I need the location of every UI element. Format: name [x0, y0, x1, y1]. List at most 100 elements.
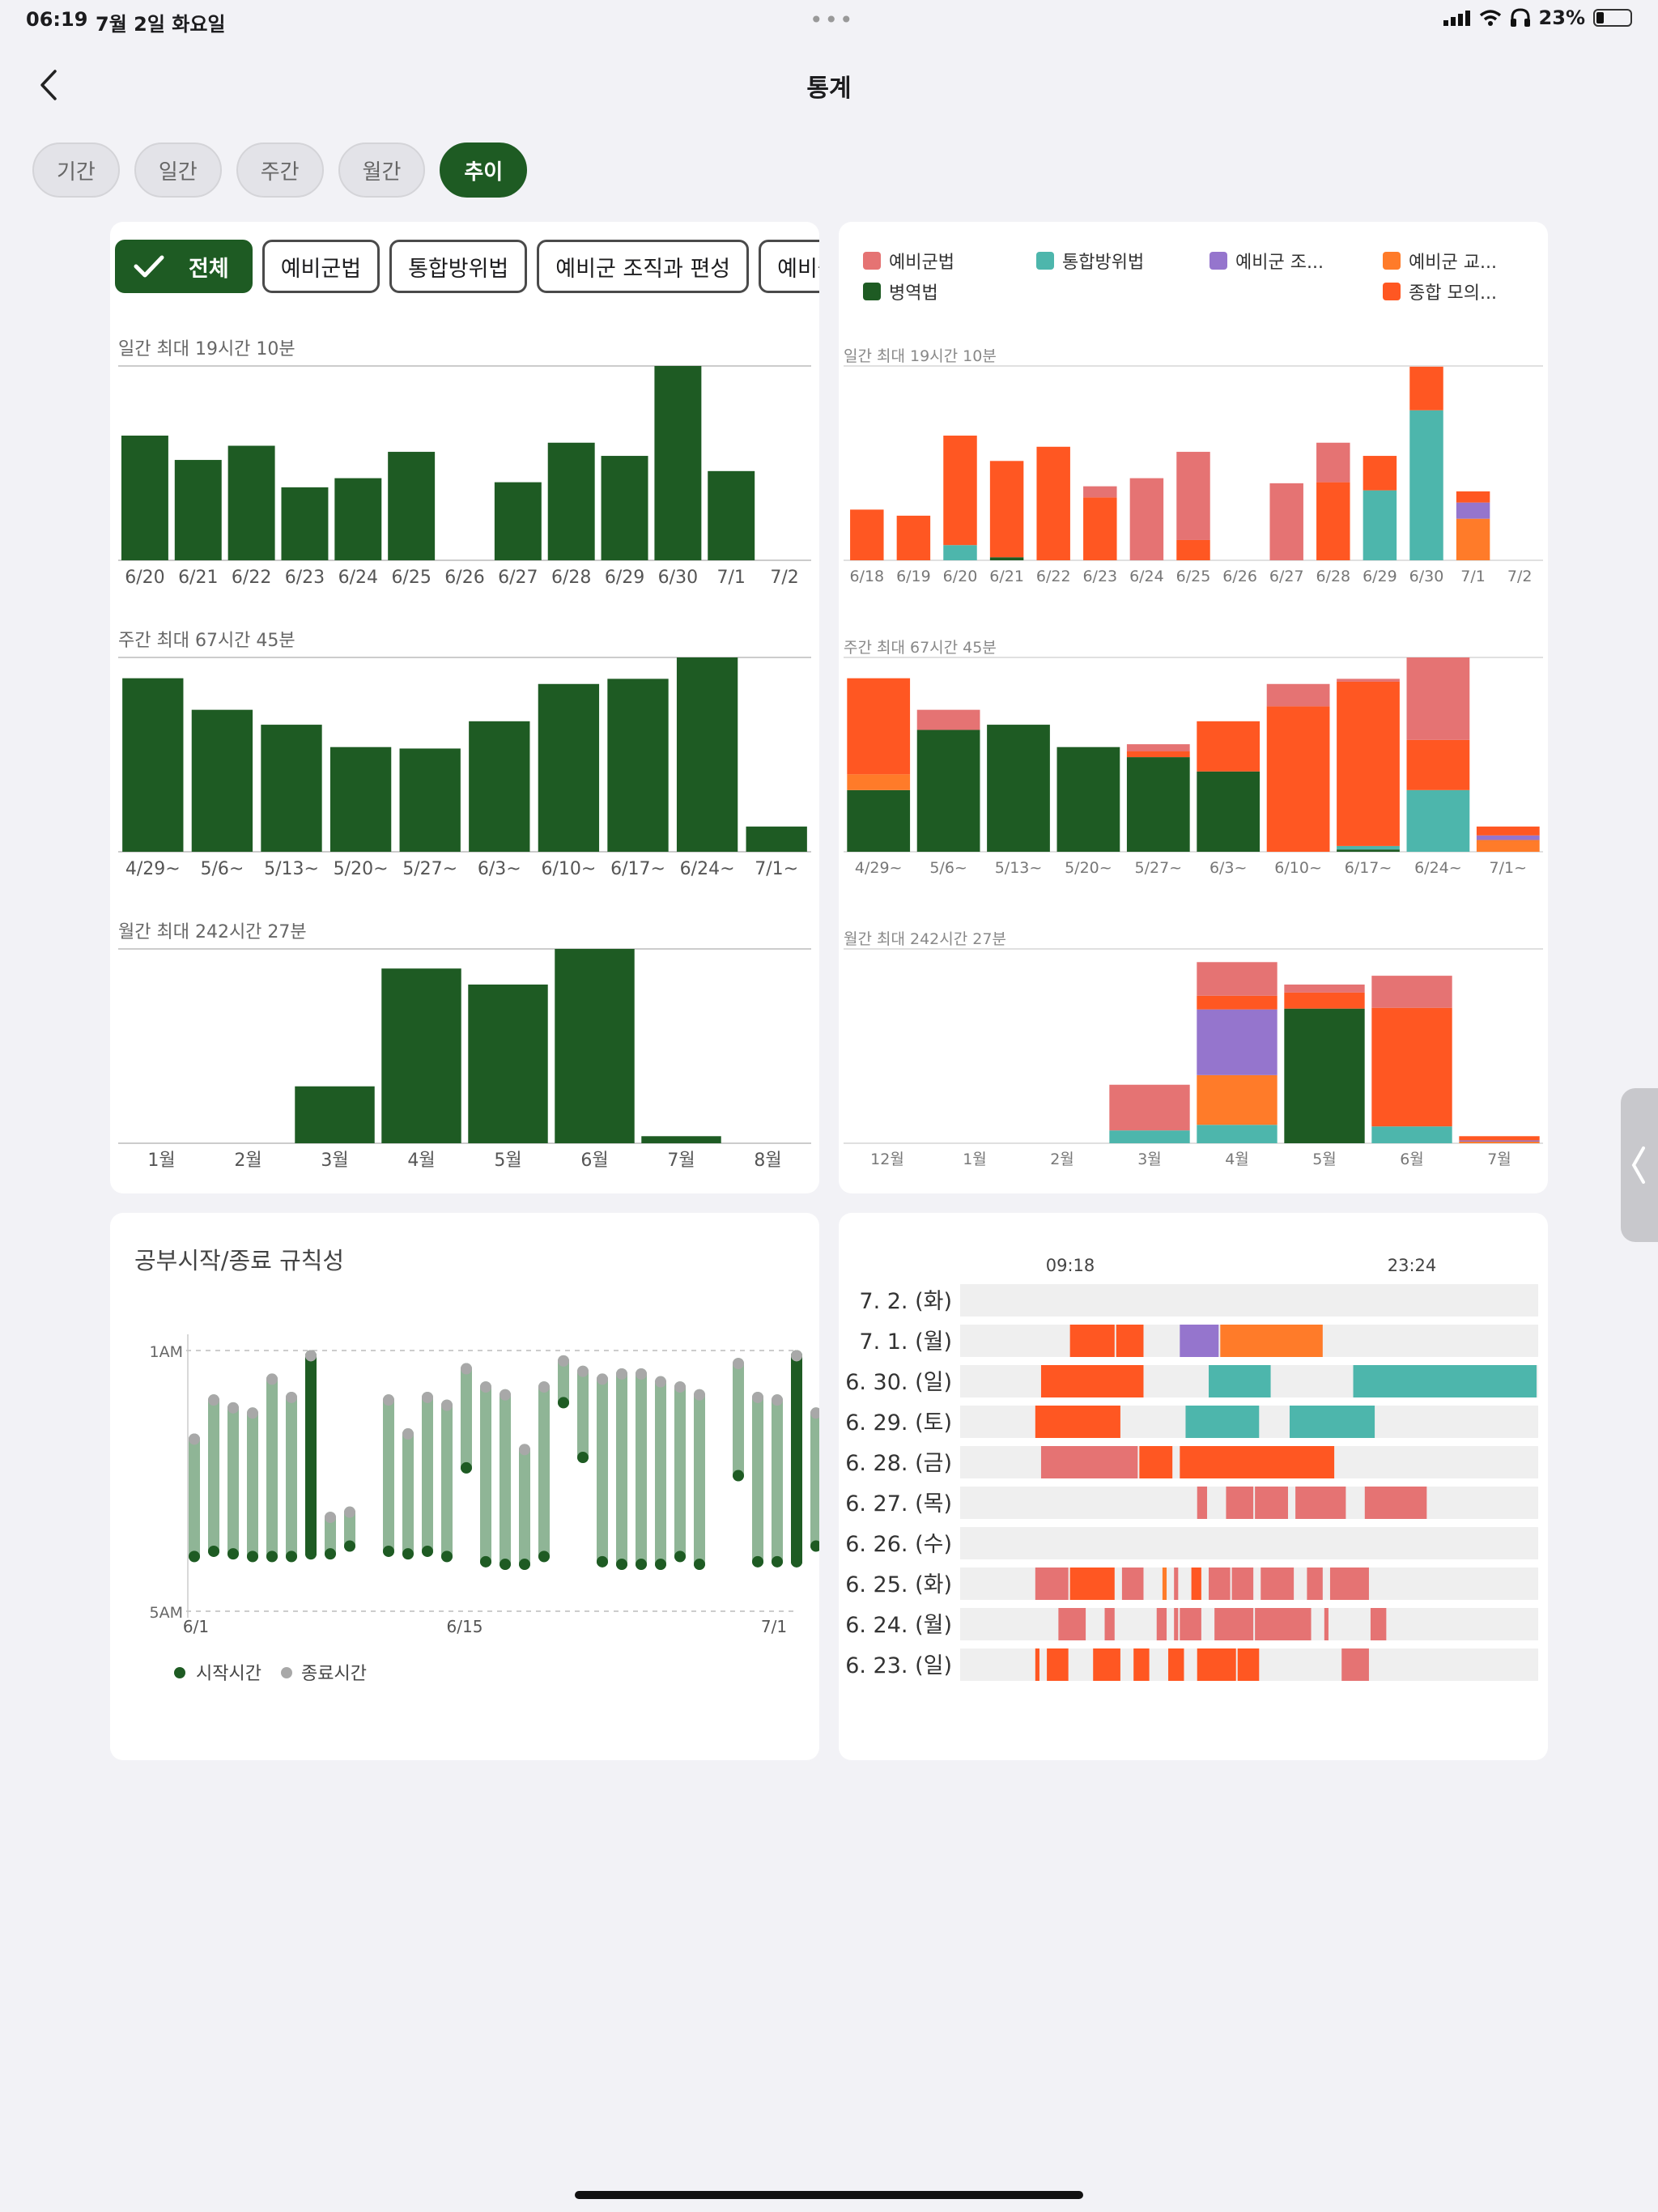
x-tick-label: 6/20 — [943, 568, 978, 585]
x-tick-label: 1월 — [963, 1151, 987, 1168]
start-time-dot — [791, 1555, 802, 1568]
legend-item-mock: 종합 모의... — [1383, 279, 1497, 304]
day-label: 6. 26. (수) — [845, 1532, 952, 1557]
end-time-dot — [227, 1402, 239, 1414]
side-panel-handle[interactable] — [1621, 1088, 1658, 1242]
study-segment-mock — [1133, 1648, 1150, 1681]
bar — [191, 709, 253, 852]
bar — [399, 748, 461, 852]
study-segment-reserve-law — [1364, 1487, 1427, 1519]
study-segment-reserve-law — [1231, 1568, 1254, 1600]
end-time-dot — [674, 1381, 686, 1393]
timeline-chart: 09:18 23:24 7. 2. (화) 7. 1. (월) 6. 30. (일) 6.… — [845, 1256, 1538, 1681]
day-label: 7. 2. (화) — [859, 1289, 952, 1314]
bar-segment-organization — [1459, 1140, 1540, 1142]
end-time-dot — [694, 1389, 705, 1401]
filter-chip-reserve-law[interactable]: 예비군법 — [261, 240, 380, 293]
study-segment-reserve-law — [1174, 1568, 1179, 1600]
x-tick-label: 7월 — [667, 1151, 695, 1171]
study-segment-mock — [1093, 1648, 1120, 1681]
study-segment-mock — [1197, 1648, 1236, 1681]
study-segment-mock — [1069, 1325, 1115, 1357]
filter-chip-label: 예비군 조직과 편성 — [555, 256, 731, 282]
time-label: 09:18 — [1046, 1256, 1095, 1275]
bar-segment-reserve-law — [1269, 483, 1303, 560]
bar-segment-mock — [1459, 1136, 1540, 1141]
chart-title: 월간 최대 242시간 27분 — [844, 930, 1006, 948]
end-time-dot — [422, 1391, 433, 1403]
bar-segment-defense-law — [943, 545, 977, 560]
x-tick-label: 6/29 — [605, 568, 644, 588]
x-tick-label: 7/1 — [761, 1617, 787, 1636]
back-button[interactable] — [32, 66, 65, 104]
home-indicator[interactable] — [575, 2191, 1083, 2199]
legend-label: 병역법 — [889, 283, 938, 304]
bar — [708, 470, 755, 560]
bar-segment-mock — [1036, 446, 1070, 560]
filter-chip-reserve-more[interactable]: 예비군 — [759, 240, 819, 293]
study-segment-reserve-law — [1214, 1608, 1254, 1640]
end-time-dot — [383, 1394, 394, 1406]
tab-trend[interactable]: 추이 — [440, 143, 528, 198]
day-label: 6. 25. (화) — [845, 1572, 952, 1597]
bar — [654, 366, 702, 560]
cellular-signal-icon — [1443, 11, 1470, 26]
bar-segment-military-law — [1337, 849, 1400, 852]
tab-weekly[interactable]: 주간 — [236, 143, 324, 198]
end-time-dot — [344, 1506, 355, 1518]
legend-item-defense-law: 통합방위법 — [1036, 248, 1144, 274]
bar-segment-mock — [1476, 826, 1540, 836]
timeline-card: 09:18 23:24 7. 2. (화) 7. 1. (월) 6. 30. (일) 6.… — [839, 1213, 1548, 1760]
study-segment-mock — [1191, 1568, 1201, 1600]
subject-filter-chips: 전체 예비군법 통합방위법 예비군 조직과 편성 예비군 — [115, 240, 819, 293]
study-segment-mock — [1116, 1325, 1144, 1357]
x-tick-label: 4월 — [1225, 1151, 1249, 1168]
filter-chip-all[interactable]: 전체 — [115, 240, 253, 293]
bar-segment-education — [1476, 840, 1540, 852]
filter-chip-defense-law[interactable]: 통합방위법 — [389, 240, 528, 293]
filter-chip-organization[interactable]: 예비군 조직과 편성 — [537, 240, 750, 293]
bar-segment-mock — [1176, 539, 1210, 560]
x-tick-label: 5/13~ — [264, 859, 319, 879]
y-tick-label: 5AM — [150, 1604, 183, 1622]
x-tick-label: 7/2 — [770, 568, 798, 588]
study-segment-defense-law — [1185, 1406, 1260, 1438]
study-segment-mock — [1168, 1648, 1184, 1681]
tab-monthly[interactable]: 월간 — [338, 143, 426, 198]
x-tick-label: 6/15 — [447, 1617, 483, 1636]
end-time-dot — [655, 1376, 666, 1388]
x-tick-label: 6/26 — [444, 568, 484, 588]
x-tick-label: 6/21 — [989, 568, 1024, 585]
study-segment-reserve-law — [1261, 1568, 1295, 1600]
x-tick-label: 7월 — [1487, 1151, 1511, 1168]
bar — [494, 482, 542, 560]
x-tick-label: 6/25 — [1176, 568, 1211, 585]
status-bar: 06:19 7월 2일 화요일 ••• 23% — [0, 0, 1658, 39]
legend-swatch — [863, 252, 881, 270]
bar-segment-military-law — [1056, 747, 1120, 852]
day-track — [960, 1284, 1538, 1317]
bar-segment-mock — [1371, 1007, 1452, 1127]
start-time-dot — [402, 1548, 414, 1560]
x-tick-label: 6/22 — [1036, 568, 1071, 585]
x-tick-label: 5/27~ — [402, 859, 457, 879]
x-tick-label: 4/29~ — [125, 859, 181, 879]
x-tick-label: 6/3~ — [478, 859, 521, 879]
bar-segment-mock — [943, 436, 977, 546]
chart-title: 주간 최대 67시간 45분 — [844, 639, 997, 657]
end-time-dot — [519, 1444, 530, 1456]
x-tick-label: 8월 — [754, 1151, 781, 1171]
study-segment-mock — [1047, 1648, 1069, 1681]
tab-daily[interactable]: 일간 — [134, 143, 222, 198]
multitask-dots-icon[interactable]: ••• — [810, 6, 855, 33]
end-time-dot — [733, 1358, 744, 1370]
tab-period[interactable]: 기간 — [32, 143, 120, 198]
x-tick-label: 6/10~ — [1274, 859, 1322, 877]
bar-segment-mock — [1363, 456, 1397, 491]
battery-percent: 23% — [1538, 6, 1585, 29]
start-time-dot — [441, 1551, 453, 1563]
bar-segment-mock — [1456, 491, 1490, 503]
x-tick-label: 6/17~ — [610, 859, 665, 879]
end-time-dot — [810, 1407, 819, 1419]
study-segment-defense-law — [1353, 1365, 1537, 1397]
